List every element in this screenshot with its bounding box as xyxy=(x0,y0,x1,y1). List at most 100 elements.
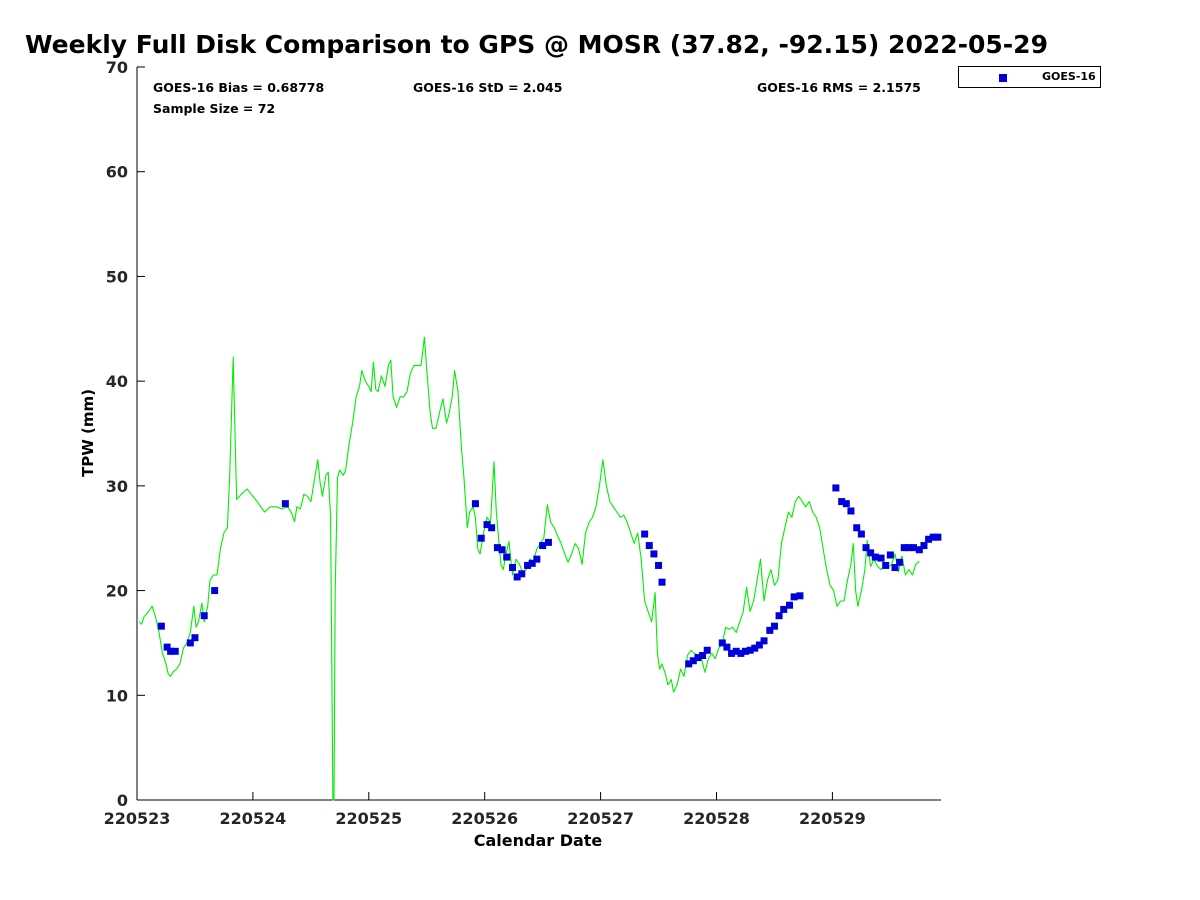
x-tick-label: 220524 xyxy=(220,809,287,828)
sample-size-stat: Sample Size = 72 xyxy=(153,101,276,116)
goes-point xyxy=(871,553,879,561)
y-tick-label: 40 xyxy=(106,372,128,391)
goes-point xyxy=(518,570,526,578)
y-axis-label: TPW (mm) xyxy=(79,389,97,477)
y-tick-label: 0 xyxy=(117,791,128,810)
goes-point xyxy=(915,546,923,554)
goes-point xyxy=(281,500,289,508)
x-tick-label: 220523 xyxy=(104,809,171,828)
goes-point xyxy=(838,498,846,506)
goes-point xyxy=(796,592,804,600)
goes-point xyxy=(760,637,768,645)
goes-point xyxy=(891,564,899,572)
goes-point xyxy=(157,622,165,630)
goes-point xyxy=(882,561,890,569)
goes-point xyxy=(171,647,179,655)
goes-point xyxy=(896,558,904,566)
goes-point xyxy=(694,654,702,662)
y-tick-label: 20 xyxy=(106,582,128,601)
goes-point xyxy=(920,542,928,550)
goes-point xyxy=(832,484,840,492)
gps-line xyxy=(138,336,920,801)
goes-point xyxy=(737,649,745,657)
goes-point xyxy=(689,657,697,665)
goes-point xyxy=(493,544,501,552)
goes-point xyxy=(163,643,171,651)
goes-point xyxy=(513,573,521,581)
x-tick-label: 220526 xyxy=(451,809,518,828)
goes-point xyxy=(186,639,194,647)
y-tick-label: 50 xyxy=(106,267,128,286)
goes-point xyxy=(780,605,788,613)
goes-point xyxy=(790,593,798,601)
goes-point xyxy=(853,524,861,532)
goes-point xyxy=(641,530,649,538)
goes-point xyxy=(925,535,933,543)
goes-point xyxy=(509,564,517,572)
goes-point xyxy=(191,634,199,642)
goes-point xyxy=(723,643,731,651)
goes-point xyxy=(655,561,663,569)
goes-point xyxy=(645,542,653,550)
goes-point xyxy=(746,646,754,654)
goes-point xyxy=(685,660,693,668)
goes-point xyxy=(528,559,536,567)
goes-point xyxy=(862,544,870,552)
goes-point xyxy=(658,578,666,586)
goes-point xyxy=(488,524,496,532)
goes-point xyxy=(699,651,707,659)
goes-point xyxy=(483,521,491,529)
goes-point xyxy=(910,544,918,552)
goes-point xyxy=(741,647,749,655)
goes-point xyxy=(533,555,541,563)
goes-point xyxy=(905,544,913,552)
y-tick-label: 60 xyxy=(106,163,128,182)
legend-label: GOES-16 xyxy=(1042,70,1096,83)
goes-point xyxy=(857,530,865,538)
goes-point xyxy=(877,554,885,562)
x-tick-label: 220528 xyxy=(683,809,750,828)
x-axis-label: Calendar Date xyxy=(473,831,603,850)
goes-point xyxy=(167,647,175,655)
goes-point xyxy=(842,500,850,508)
y-tick-label: 70 xyxy=(106,58,128,77)
goes-point xyxy=(775,612,783,620)
goes-point xyxy=(200,612,208,620)
legend-marker xyxy=(999,74,1007,82)
gps-series xyxy=(138,336,920,801)
goes-point xyxy=(847,507,855,515)
goes-point xyxy=(732,647,740,655)
goes-point xyxy=(544,538,552,546)
goes-point xyxy=(766,626,774,634)
goes-point xyxy=(770,622,778,630)
goes-point xyxy=(498,546,506,554)
goes-point xyxy=(650,550,658,558)
goes-point xyxy=(539,542,547,550)
goes-point xyxy=(477,534,485,542)
goes-point xyxy=(934,533,942,541)
goes-point xyxy=(718,639,726,647)
y-tick-label: 30 xyxy=(106,477,128,496)
goes-point xyxy=(929,533,937,541)
goes-point xyxy=(728,649,736,657)
goes-point xyxy=(900,544,908,552)
x-tick-label: 220525 xyxy=(335,809,402,828)
y-tick-label: 10 xyxy=(106,686,128,705)
goes-point xyxy=(886,551,894,559)
legend: GOES-16 xyxy=(958,66,1101,88)
std-stat: GOES-16 StD = 2.045 xyxy=(413,80,563,95)
goes-point xyxy=(751,644,759,652)
goes-point xyxy=(867,549,875,557)
goes-point xyxy=(471,500,479,508)
chart-title: Weekly Full Disk Comparison to GPS @ MOS… xyxy=(25,30,1048,59)
goes-point xyxy=(503,553,511,561)
goes-point xyxy=(755,641,763,649)
goes-point xyxy=(703,646,711,654)
goes-point xyxy=(786,601,794,609)
rms-stat: GOES-16 RMS = 2.1575 xyxy=(757,80,921,95)
goes-point xyxy=(211,587,219,595)
goes-point xyxy=(524,561,532,569)
goes-series xyxy=(157,484,942,668)
x-tick-label: 220529 xyxy=(799,809,866,828)
